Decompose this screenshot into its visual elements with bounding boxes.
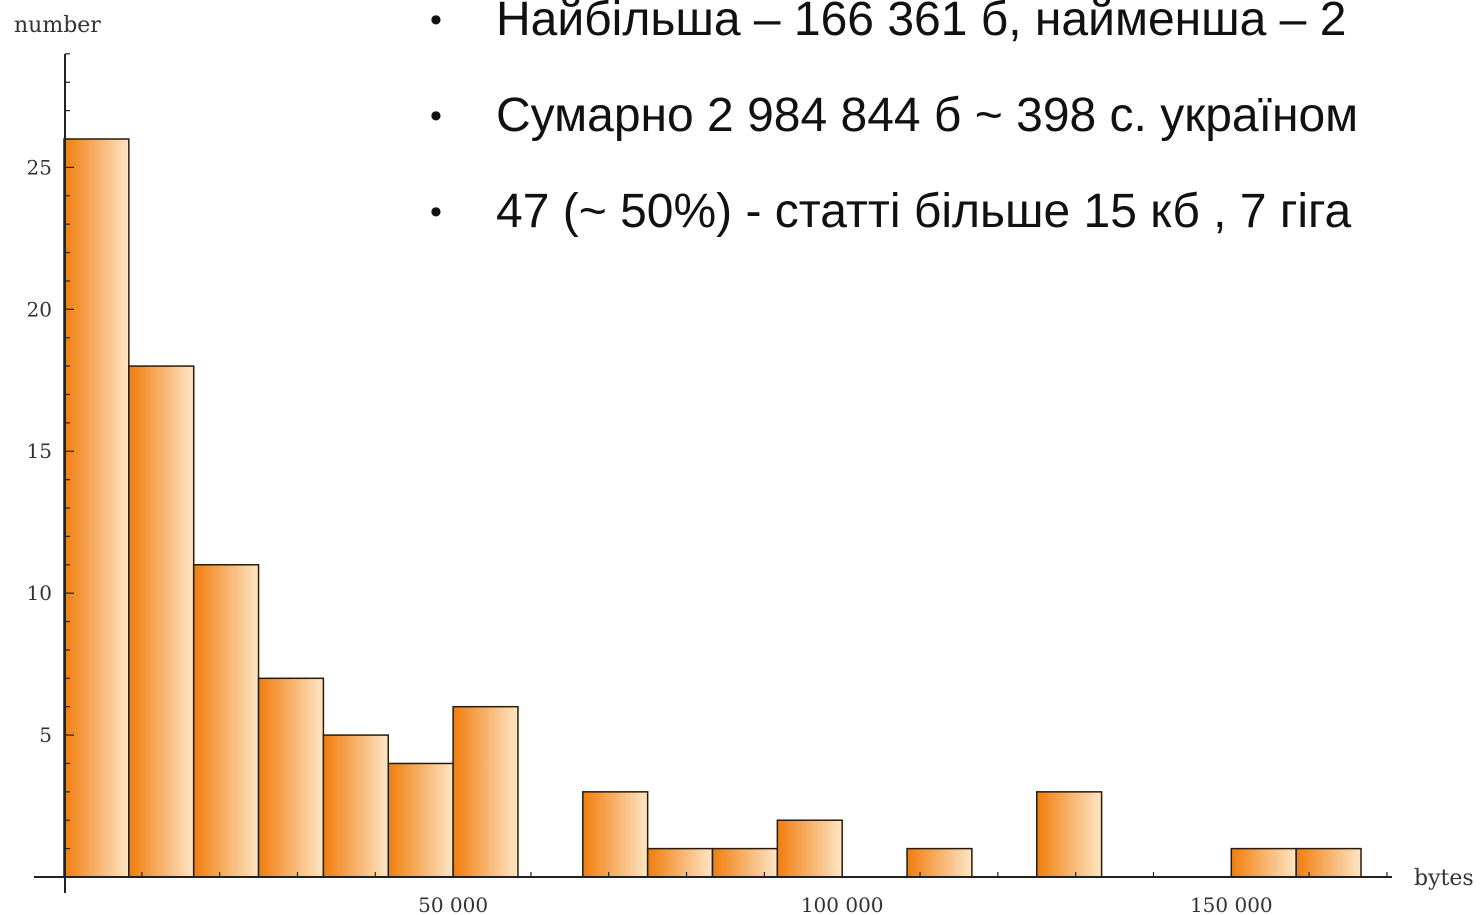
histogram-bar: [192, 564, 260, 878]
histogram-bar: [63, 138, 130, 878]
histogram-bar: [257, 677, 325, 878]
histogram-bar: [1035, 791, 1103, 878]
x-axis-label: bytes: [1414, 866, 1474, 891]
histogram-bar: [906, 847, 973, 878]
histogram-bar: [322, 734, 390, 878]
histogram-bar: [387, 762, 454, 878]
x-tick-label: 50 000: [418, 893, 488, 915]
y-tick-label: 25: [27, 155, 52, 179]
histogram-bar: [128, 365, 195, 878]
histogram-bar: [452, 705, 519, 878]
x-tick-label: 100 000: [801, 893, 884, 915]
y-tick-label: 20: [27, 297, 52, 321]
histogram-bar: [646, 847, 714, 878]
y-axis-label: number: [14, 13, 101, 38]
histogram-bar: [711, 847, 779, 878]
histogram-bar: [776, 819, 843, 878]
y-tick-label: 5: [39, 723, 52, 747]
bars-group: [63, 138, 1362, 878]
x-tick-label: 150 000: [1190, 893, 1273, 915]
y-tick-label: 10: [27, 581, 52, 605]
axes-group: 5 10 15 20 25 50 000 100 000 150 000: [27, 53, 1392, 915]
y-tick-label: 15: [27, 439, 52, 463]
histogram-bar: [582, 791, 649, 878]
histogram-bar: [1295, 847, 1362, 878]
histogram-bar: [1230, 847, 1297, 878]
